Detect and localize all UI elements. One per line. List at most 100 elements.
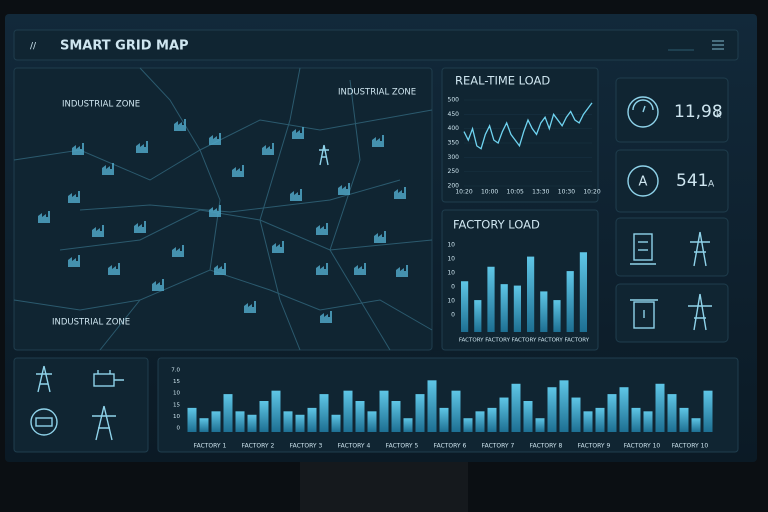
x-tick-label: FACTORY 10 <box>624 443 661 450</box>
bar <box>487 407 497 432</box>
factory-icon <box>290 189 302 201</box>
bar <box>655 383 665 432</box>
bar <box>566 271 574 332</box>
bar <box>631 407 641 432</box>
panel-title: REAL-TIME LOAD <box>455 74 550 88</box>
bar <box>583 411 593 432</box>
factory-icon <box>209 205 221 217</box>
bar <box>427 380 437 432</box>
zone-label: INDUSTRIAL ZONE <box>62 100 140 110</box>
bar <box>540 291 548 332</box>
factory-icon <box>372 135 384 147</box>
tile-value: 541 <box>676 171 708 191</box>
factory-icon <box>108 263 120 275</box>
stand <box>300 462 468 512</box>
y-tick-label: 250 <box>448 168 460 175</box>
x-tick-label: FACTORY <box>538 338 563 344</box>
factory-icon <box>394 187 406 199</box>
meter-icon <box>627 96 659 128</box>
bar <box>187 407 197 432</box>
bar <box>247 414 257 432</box>
pylon-icon <box>690 231 710 267</box>
x-tick-label: 10:05 <box>507 189 524 196</box>
x-tick-label: FACTORY 10 <box>672 443 709 450</box>
factory-icon <box>292 127 304 139</box>
bar <box>579 252 587 332</box>
x-tick-label: FACTORY <box>485 338 510 344</box>
bar <box>547 387 557 432</box>
bar <box>499 397 509 432</box>
x-tick-label: FACTORY <box>459 338 484 344</box>
bar <box>691 418 701 432</box>
factory-icon <box>396 265 408 277</box>
factory-icon <box>174 119 186 131</box>
bar <box>511 383 521 432</box>
y-tick-label: 450 <box>448 111 460 118</box>
x-tick-label: FACTORY 2 <box>242 443 275 450</box>
x-tick-label: 13:30 <box>532 189 549 196</box>
factory-icon <box>316 223 328 235</box>
bar <box>523 401 533 432</box>
bar <box>379 390 389 432</box>
y-tick-label: 10 <box>173 391 180 397</box>
substation-icon <box>630 299 658 329</box>
bar <box>343 390 353 432</box>
tile <box>615 283 729 343</box>
bar <box>295 414 305 432</box>
y-tick-label: 300 <box>448 154 460 161</box>
factory-icon <box>232 165 244 177</box>
factory-icon <box>209 133 221 145</box>
header-title: SMART GRID MAP <box>60 39 189 54</box>
zone-label: INDUSTRIAL ZONE <box>338 88 416 98</box>
factory-icon <box>72 143 84 155</box>
pylon-icon <box>92 405 116 441</box>
tile-value: 11,98 <box>674 102 723 122</box>
y-tick-label: 10 <box>447 298 455 305</box>
plug-icon <box>93 370 124 387</box>
factory-icon <box>320 311 332 323</box>
bar <box>211 411 221 432</box>
factory-icon <box>68 255 80 267</box>
menu-icon[interactable] <box>712 40 724 50</box>
factory-icon <box>354 263 366 275</box>
x-tick-label: FACTORY 8 <box>530 443 563 450</box>
y-tick-label: 0 <box>451 312 455 319</box>
header-bar <box>13 29 739 61</box>
y-tick-label: 10 <box>447 256 455 263</box>
factory-icon <box>244 301 256 313</box>
x-tick-label: FACTORY 4 <box>338 443 371 450</box>
factory-icon <box>102 163 114 175</box>
factory-icon <box>172 245 184 257</box>
panel-title: FACTORY LOAD <box>453 218 540 232</box>
y-tick-label: 15 <box>173 402 180 408</box>
bar <box>527 256 535 332</box>
bar <box>461 281 469 332</box>
bottom-chart-panel <box>157 357 739 453</box>
bar <box>475 411 485 432</box>
transformer-icon <box>630 233 656 265</box>
bar <box>367 411 377 432</box>
factory-icon <box>68 191 80 203</box>
logo: // <box>30 42 37 52</box>
meter-icon <box>30 408 58 436</box>
factory-icon <box>214 263 226 275</box>
x-tick-label: 10:30 <box>558 189 575 196</box>
bar <box>283 411 293 432</box>
factory-icon <box>136 141 148 153</box>
y-tick-label: 10 <box>447 242 455 249</box>
x-tick-label: FACTORY 1 <box>194 443 227 450</box>
tile-unit: k <box>716 111 722 121</box>
bar <box>474 300 482 332</box>
bar <box>703 390 713 432</box>
x-tick-label: 10:20 <box>455 189 472 196</box>
factory-icon <box>272 241 284 253</box>
x-tick-label: FACTORY 7 <box>482 443 515 450</box>
bar <box>451 390 461 432</box>
bar <box>619 387 629 432</box>
factory-icon <box>92 225 104 237</box>
x-tick-label: FACTORY <box>512 338 537 344</box>
y-tick-label: 500 <box>448 97 460 104</box>
zone-label: INDUSTRIAL ZONE <box>52 318 130 328</box>
factory-icon <box>374 231 386 243</box>
